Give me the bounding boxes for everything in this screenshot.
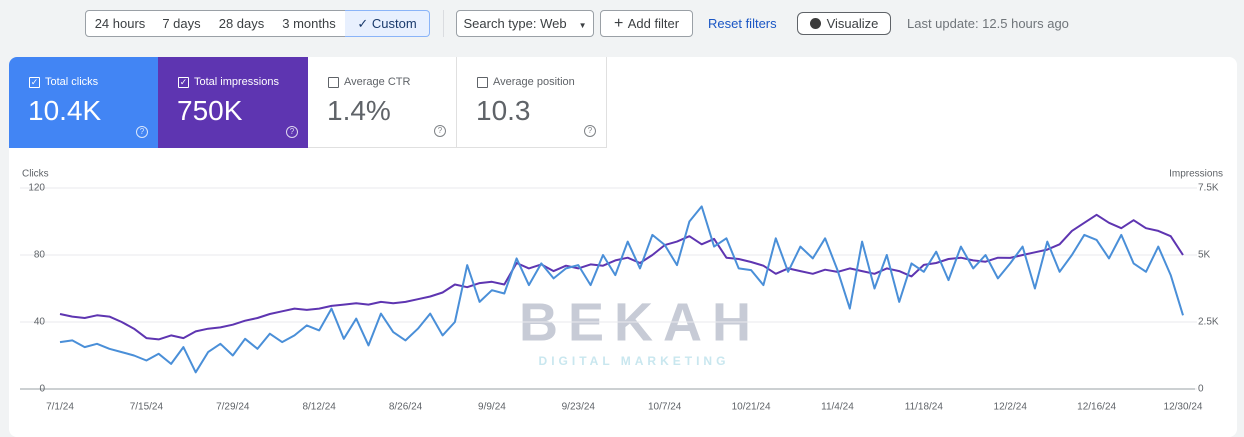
help-icon[interactable]: ? xyxy=(584,125,596,137)
y-tick-label: 80 xyxy=(34,250,46,261)
checkbox[interactable] xyxy=(328,77,339,88)
metric-value: 10.3 xyxy=(476,95,531,126)
series-line xyxy=(59,205,1184,374)
range-button-selected[interactable]: ✓ Custom xyxy=(345,10,430,37)
icon xyxy=(809,18,821,29)
divider xyxy=(443,10,444,37)
x-tick-label: 12/30/24 xyxy=(1164,402,1203,413)
x-tick-label: 7/1/24 xyxy=(46,402,74,413)
checkbox[interactable]: ✓ xyxy=(29,77,40,88)
x-tick-label: 7/15/24 xyxy=(130,402,164,413)
y-tick-label: 120 xyxy=(28,183,45,194)
x-tick-label: 8/12/24 xyxy=(302,402,336,413)
last-update: Last update: 12.5 hours ago xyxy=(907,16,1069,31)
range-button[interactable]: 3 months xyxy=(273,10,346,37)
x-tick-label: 9/9/24 xyxy=(478,402,506,413)
metric-label: Average position xyxy=(493,76,575,88)
metric-label: Average CTR xyxy=(344,76,411,88)
help-icon[interactable]: ? xyxy=(286,126,298,138)
metric-label: Total clicks xyxy=(45,76,99,88)
range-button[interactable]: 24 hours xyxy=(85,10,155,37)
metric-card[interactable]: ✓ Total clicks 10.4K? xyxy=(9,57,158,148)
checkbox[interactable] xyxy=(477,77,488,88)
x-tick-label: 11/4/24 xyxy=(821,402,854,413)
x-tick-label: 12/2/24 xyxy=(994,402,1028,413)
range-label: Custom xyxy=(371,16,417,31)
x-tick-label: 8/26/24 xyxy=(389,402,423,413)
button-label: Add filter xyxy=(627,16,680,31)
y2-tick-label: 0 xyxy=(1198,384,1204,395)
metric-card[interactable]: Average position 10.3? xyxy=(457,57,607,148)
watermark-tagline: DIGITAL MARKETING xyxy=(539,354,730,368)
help-icon[interactable]: ? xyxy=(434,125,446,137)
y2-tick-label: 2.5K xyxy=(1198,317,1219,328)
metric-value: 1.4% xyxy=(327,95,391,126)
help-icon[interactable]: ? xyxy=(136,126,148,138)
x-tick-label: 10/7/24 xyxy=(648,402,682,413)
metric-value: 750K xyxy=(177,95,243,126)
metric-card[interactable]: Average CTR 1.4%? xyxy=(308,57,457,148)
check-icon: ✓ xyxy=(357,16,372,31)
caret: ▼ xyxy=(578,21,587,30)
y-tick-label: 40 xyxy=(34,317,46,328)
y2-tick-label: 7.5K xyxy=(1198,183,1219,194)
y2-tick-label: 5K xyxy=(1198,250,1211,261)
button-label: Visualize xyxy=(826,16,879,31)
y2-axis-title: Impressions xyxy=(1169,169,1223,180)
search-type-dropdown[interactable]: Search type: Web ▼ xyxy=(456,10,594,37)
chart: BEKAH DIGITAL MARKETING Clicks Impressio… xyxy=(20,169,1223,413)
reset-filters-link[interactable]: Reset filters xyxy=(708,16,777,31)
x-tick-label: 12/16/24 xyxy=(1077,402,1116,413)
y-axis-title: Clicks xyxy=(22,169,49,180)
plus-icon: + xyxy=(613,15,628,32)
x-tick-label: 10/21/24 xyxy=(732,402,771,413)
x-tick-label: 9/23/24 xyxy=(562,402,596,413)
metric-card[interactable]: ✓ Total impressions 750K? xyxy=(158,57,308,148)
metric-value: 10.4K xyxy=(28,95,102,126)
visualize-button[interactable]: Visualize xyxy=(797,12,891,35)
dropdown-label: Search type: Web xyxy=(463,16,567,31)
add-filter-button[interactable]: + Add filter xyxy=(600,10,693,37)
range-button[interactable]: 7 days xyxy=(153,10,211,37)
y-tick-label: 0 xyxy=(39,384,45,395)
x-tick-label: 7/29/24 xyxy=(216,402,250,413)
metric-label: Total impressions xyxy=(194,76,279,88)
page: BEKAH DIGITAL MARKETING Clicks Impressio… xyxy=(9,10,1237,437)
range-button[interactable]: 28 days xyxy=(210,10,274,37)
x-tick-label: 11/18/24 xyxy=(905,402,944,413)
checkbox[interactable]: ✓ xyxy=(178,77,189,88)
